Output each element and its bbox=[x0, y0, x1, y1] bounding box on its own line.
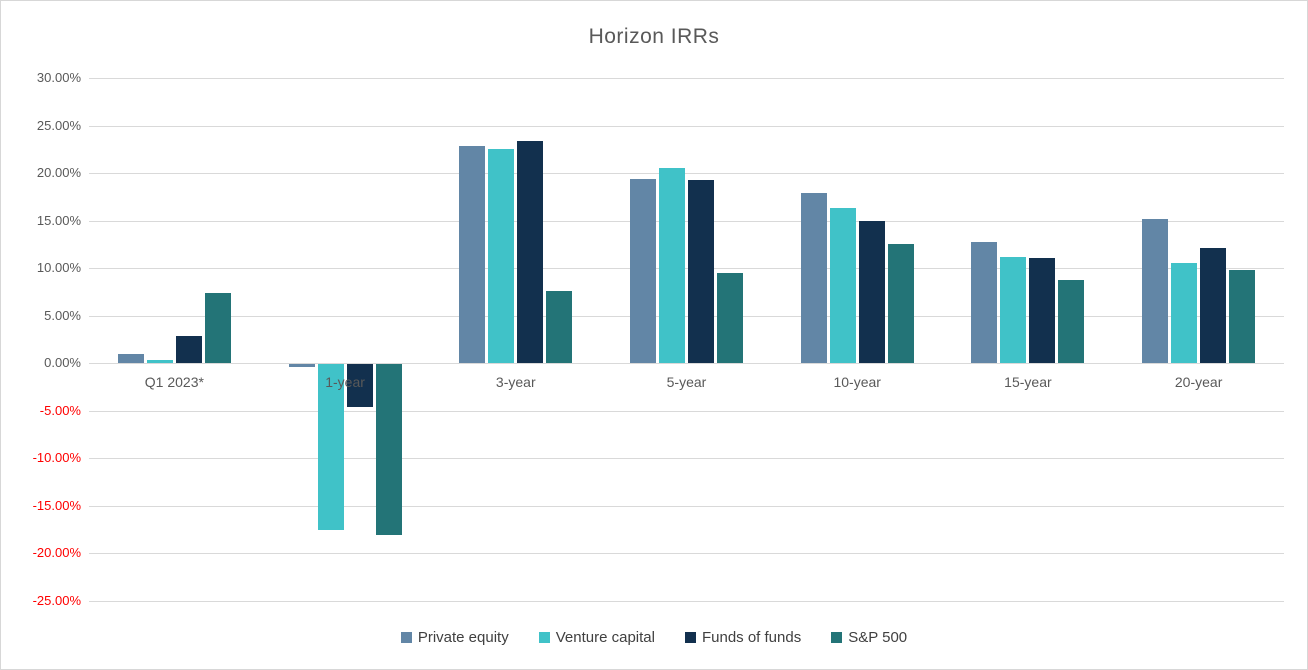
y-axis-tick-label: 30.00% bbox=[36, 70, 81, 85]
y-axis-tick-label: 25.00% bbox=[36, 117, 81, 133]
gridline bbox=[89, 173, 1284, 175]
bar bbox=[117, 353, 144, 364]
gridline bbox=[89, 125, 1284, 127]
y-axis-tick-label: 15.00% bbox=[36, 212, 81, 228]
bar bbox=[887, 244, 914, 364]
bar bbox=[146, 360, 173, 364]
bar bbox=[717, 272, 743, 364]
gridline bbox=[89, 78, 1284, 79]
bar bbox=[488, 149, 515, 364]
gridline bbox=[89, 315, 1284, 317]
bar bbox=[517, 140, 544, 364]
bar bbox=[346, 364, 373, 408]
gridline bbox=[89, 553, 1284, 555]
x-axis-category-label: 15-year bbox=[1004, 374, 1052, 391]
bar bbox=[688, 179, 714, 364]
bar bbox=[800, 193, 827, 364]
bar bbox=[858, 220, 885, 364]
y-axis-tick-label: 0.00% bbox=[44, 355, 81, 371]
legend-label: Private equity bbox=[417, 629, 509, 646]
plot-area: 30.00% 25.00% 20.00% 15.00% 10.00% 5.00% 0.00%… bbox=[33, 70, 1284, 608]
y-axis-tick-label: 10.00% bbox=[36, 260, 81, 276]
y-axis-tick-label: -25.00% bbox=[32, 593, 81, 608]
bar bbox=[288, 364, 315, 368]
bar bbox=[1142, 218, 1169, 364]
legend-label: S&P 500 bbox=[848, 629, 908, 646]
y-axis-tick-label: -5.00% bbox=[39, 402, 81, 418]
bar bbox=[1000, 256, 1027, 364]
legend-swatch-icon bbox=[400, 632, 412, 643]
gridline bbox=[89, 601, 1284, 602]
legend-item: Private equity bbox=[400, 629, 509, 646]
bar bbox=[829, 208, 856, 364]
legend-label: Venture capital bbox=[555, 629, 655, 646]
bar bbox=[659, 168, 685, 364]
legend-swatch-icon bbox=[684, 632, 696, 643]
legend: Private equity Venture capital Funds of fu… bbox=[1, 629, 1307, 646]
x-axis-category-label: 20-year bbox=[1174, 374, 1223, 391]
gridline bbox=[89, 505, 1284, 507]
bar bbox=[1229, 270, 1256, 364]
gridline bbox=[89, 220, 1284, 222]
bar bbox=[204, 292, 231, 364]
y-axis-tick-label: 20.00% bbox=[36, 165, 81, 181]
x-axis-category-label: 3-year bbox=[495, 374, 536, 391]
y-axis-tick-label: 5.00% bbox=[44, 307, 81, 323]
gridline bbox=[89, 268, 1284, 270]
bar bbox=[1171, 263, 1198, 364]
bar bbox=[1029, 257, 1056, 364]
legend-label: Funds of funds bbox=[701, 629, 802, 646]
x-axis-category-label: Q1 2023* bbox=[144, 374, 204, 391]
bar bbox=[1200, 248, 1227, 364]
x-axis-category-label: 10-year bbox=[833, 374, 881, 391]
legend-item: S&P 500 bbox=[831, 629, 907, 646]
y-axis-tick-label: -15.00% bbox=[32, 497, 81, 513]
gridline bbox=[89, 410, 1284, 412]
bar bbox=[317, 364, 344, 530]
x-axis-category-label: 5-year bbox=[666, 374, 707, 391]
bar bbox=[175, 335, 202, 364]
chart-title: Horizon IRRs bbox=[588, 25, 720, 48]
legend-item: Venture capital bbox=[538, 629, 655, 646]
legend-swatch-icon bbox=[831, 632, 843, 643]
bar bbox=[375, 364, 402, 536]
legend-item: Funds of funds bbox=[684, 629, 802, 646]
bar bbox=[459, 146, 486, 364]
gridline bbox=[89, 458, 1284, 460]
gridline bbox=[89, 363, 1284, 365]
bar bbox=[630, 178, 656, 364]
bar bbox=[1058, 279, 1085, 364]
y-axis-tick-label: -20.00% bbox=[32, 545, 81, 561]
bar bbox=[971, 241, 998, 364]
x-axis-category-label: 1-year bbox=[325, 374, 365, 391]
legend-swatch-icon bbox=[538, 632, 550, 643]
bar bbox=[546, 291, 573, 364]
y-axis-tick-label: -10.00% bbox=[32, 450, 81, 466]
